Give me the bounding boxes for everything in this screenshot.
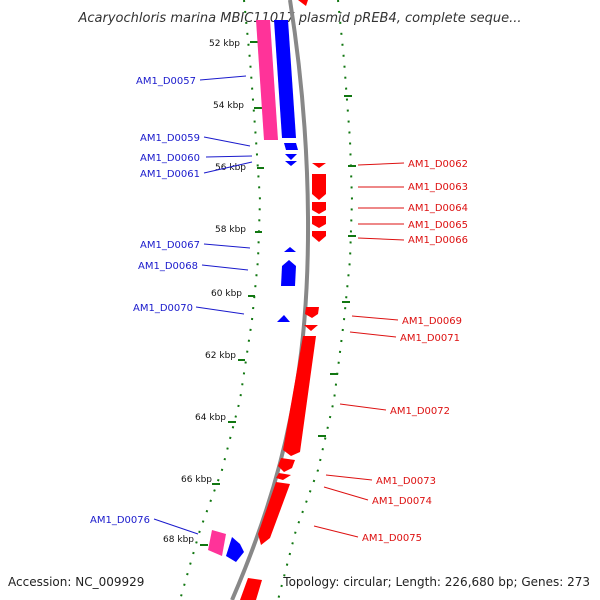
gene-label[interactable]: AM1_D0067	[140, 240, 200, 251]
leader-lines-right	[313, 162, 405, 538]
gene-feature[interactable]	[312, 174, 326, 200]
gene-feature[interactable]	[274, 20, 296, 138]
gene-feature[interactable]	[276, 473, 291, 480]
gene-label[interactable]: AM1_D0064	[408, 203, 468, 214]
gene-feature[interactable]	[304, 325, 318, 331]
forward-genes	[208, 20, 298, 562]
gene-label[interactable]: AM1_D0057	[136, 76, 196, 87]
gene-labels-left: AM1_D0057 AM1_D0059 AM1_D0060 AM1_D0061 …	[90, 76, 200, 526]
gene-label[interactable]: AM1_D0070	[133, 303, 193, 314]
gene-label[interactable]: AM1_D0065	[408, 220, 468, 231]
gene-label[interactable]: AM1_D0061	[140, 169, 200, 180]
gene-feature[interactable]	[283, 336, 316, 456]
tick-label: 56 kbp	[215, 163, 246, 173]
gene-label[interactable]: AM1_D0063	[408, 182, 468, 193]
gene-feature[interactable]	[208, 530, 226, 556]
gene-feature[interactable]	[312, 216, 326, 228]
gene-feature[interactable]	[281, 260, 296, 286]
gene-label[interactable]: AM1_D0075	[362, 533, 422, 544]
gene-label[interactable]: AM1_D0062	[408, 159, 468, 170]
tick-label: 60 kbp	[211, 289, 242, 299]
gene-label[interactable]: AM1_D0073	[376, 476, 436, 487]
gene-feature[interactable]	[312, 163, 326, 168]
gene-labels-right: AM1_D0062 AM1_D0063 AM1_D0064 AM1_D0065 …	[362, 159, 468, 544]
gene-label[interactable]: AM1_D0072	[390, 406, 450, 417]
tick-label: 66 kbp	[181, 475, 212, 485]
position-ticks: 52 kbp 54 kbp 56 kbp 58 kbp 60 kbp 62 kb…	[163, 39, 246, 545]
tick-label: 52 kbp	[209, 39, 240, 49]
gene-label[interactable]: AM1_D0066	[408, 235, 468, 246]
gene-label[interactable]: AM1_D0076	[90, 515, 150, 526]
gene-feature[interactable]	[240, 578, 262, 600]
tick-label: 68 kbp	[163, 535, 194, 545]
gene-feature[interactable]	[277, 315, 290, 322]
gene-feature[interactable]	[298, 0, 308, 6]
gc-dots-left	[179, 0, 262, 600]
gene-feature[interactable]	[312, 231, 326, 242]
gene-feature[interactable]	[305, 307, 319, 318]
tick-label: 58 kbp	[215, 225, 246, 235]
tick-label: 64 kbp	[195, 413, 226, 423]
gene-feature[interactable]	[258, 482, 290, 545]
gene-feature[interactable]	[312, 202, 326, 214]
reverse-genes	[240, 0, 326, 600]
tick-label: 54 kbp	[213, 101, 244, 111]
gene-feature[interactable]	[278, 458, 295, 472]
topology-text: Topology: circular; Length: 226,680 bp; …	[282, 575, 590, 589]
gc-dots-right	[277, 0, 354, 600]
map-title: Acaryochloris marina MBIC11017 plasmid p…	[78, 11, 522, 26]
gene-label[interactable]: AM1_D0060	[140, 153, 200, 164]
gene-feature[interactable]	[284, 143, 298, 150]
gene-label[interactable]: AM1_D0059	[140, 133, 200, 144]
gc-dash-marks	[200, 41, 356, 546]
gene-feature[interactable]	[226, 537, 244, 562]
leader-lines-left	[153, 75, 253, 535]
gene-feature[interactable]	[284, 247, 296, 252]
gene-label[interactable]: AM1_D0074	[372, 496, 432, 507]
gene-label[interactable]: AM1_D0068	[138, 261, 198, 272]
gene-label[interactable]: AM1_D0071	[400, 333, 460, 344]
gene-feature[interactable]	[285, 154, 297, 160]
gene-label[interactable]: AM1_D0069	[402, 316, 462, 327]
tick-label: 62 kbp	[205, 351, 236, 361]
accession-text: Accession: NC_009929	[8, 575, 144, 589]
gene-feature[interactable]	[285, 161, 297, 166]
gene-feature[interactable]	[256, 20, 278, 140]
